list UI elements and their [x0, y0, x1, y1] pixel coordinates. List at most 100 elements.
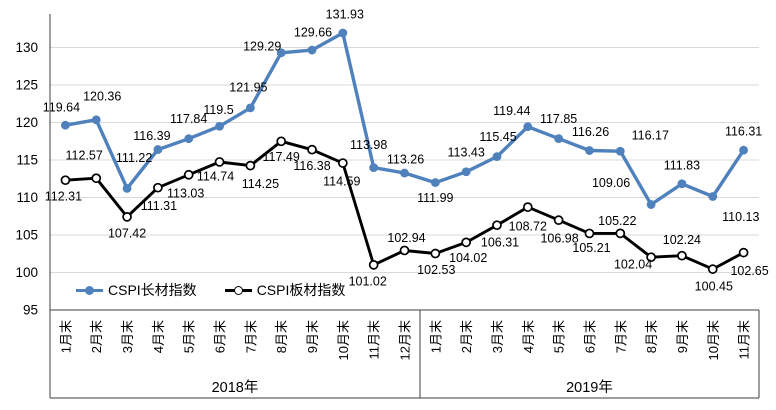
x-axis-month-label: 9月末	[675, 320, 690, 353]
x-axis-month-label: 3月末	[120, 320, 135, 353]
data-value-label-long: 113.43	[448, 145, 485, 159]
data-value-label-long: 116.39	[133, 129, 170, 143]
data-point-plate	[245, 160, 256, 171]
data-point-plate	[615, 228, 626, 239]
data-value-label-plate: 101.02	[349, 274, 387, 288]
x-axis-month-label: 9月末	[305, 320, 320, 353]
data-value-label-plate: 116.38	[293, 159, 330, 173]
data-value-label-plate: 102.65	[730, 264, 768, 278]
x-axis-month-label: 10月末	[336, 320, 351, 360]
data-value-label-plate: 105.21	[572, 241, 610, 255]
x-axis-month-label: 4月末	[151, 320, 166, 353]
data-value-label-long: 131.93	[326, 8, 364, 22]
data-point-plate	[461, 237, 472, 248]
x-axis-month-label: 2月末	[89, 320, 104, 353]
data-point-long	[369, 163, 379, 173]
data-point-plate	[307, 144, 317, 155]
data-point-long	[430, 178, 440, 187]
data-value-label-long: 129.29	[243, 39, 281, 53]
data-point-long	[122, 183, 132, 193]
legend-label-plate: CSPI板材指数	[256, 282, 346, 298]
data-point-long	[61, 120, 70, 130]
data-point-long	[585, 146, 594, 155]
data-point-long	[307, 45, 317, 55]
legend-plate-dot	[233, 285, 243, 295]
data-value-label-plate: 111.31	[141, 199, 177, 213]
data-point-plate	[214, 157, 225, 167]
x-axis-month-label: 1月末	[58, 320, 73, 353]
x-axis-month-label: 5月末	[552, 320, 567, 353]
data-point-plate	[368, 260, 379, 270]
data-point-plate	[492, 220, 502, 231]
data-value-label-plate: 105.22	[598, 214, 636, 228]
data-point-long	[677, 179, 687, 189]
x-axis-month-label: 8月末	[644, 320, 659, 353]
y-axis-tick-label: 115	[16, 153, 38, 168]
data-value-label-plate: 108.72	[509, 220, 547, 234]
data-value-label-long: 116.17	[632, 129, 669, 143]
data-point-long	[245, 103, 255, 113]
y-axis-tick-label: 100	[15, 265, 38, 280]
data-value-label-long: 110.13	[722, 210, 759, 224]
data-point-plate	[707, 264, 718, 274]
data-value-label-long: 115.45	[479, 130, 516, 144]
data-point-plate	[91, 173, 102, 184]
legend: CSPI长材指数 CSPI板材指数	[76, 280, 345, 300]
data-point-long	[646, 200, 656, 209]
data-value-label-plate: 100.45	[695, 280, 733, 294]
x-axis-month-label: 4月末	[521, 320, 536, 353]
x-axis-month-label: 5月末	[182, 320, 197, 353]
x-axis-month-label: 6月末	[213, 320, 228, 353]
x-axis-year-label: 2018年	[212, 379, 259, 396]
y-axis-tick-label: 130	[15, 40, 38, 55]
data-point-plate	[677, 250, 687, 261]
data-value-label-long: 121.95	[229, 80, 267, 94]
data-value-label-plate: 102.94	[387, 231, 425, 245]
data-value-label-plate: 117.49	[263, 150, 300, 164]
y-axis-tick-label: 95	[23, 303, 38, 318]
y-axis-tick-label: 110	[16, 190, 38, 205]
data-point-plate	[276, 136, 287, 147]
legend-item-long: CSPI长材指数	[76, 280, 197, 300]
series-long-line	[63, 31, 746, 207]
data-value-label-plate: 112.31	[45, 190, 82, 204]
data-value-label-long: 120.36	[83, 89, 121, 103]
data-point-long	[184, 134, 194, 144]
data-point-long	[708, 192, 718, 201]
data-value-label-long: 119.44	[493, 104, 530, 118]
x-axis-month-label: 12月末	[398, 320, 413, 360]
x-axis-month-label: 7月末	[243, 320, 258, 353]
y-axis-tick-label: 125	[15, 78, 38, 93]
data-value-label-long: 117.84	[170, 112, 207, 126]
legend-label-long: CSPI长材指数	[108, 282, 197, 298]
data-point-long	[400, 168, 409, 178]
data-point-plate	[553, 215, 564, 225]
data-point-plate	[183, 169, 194, 180]
data-point-long	[523, 122, 533, 132]
data-point-long	[276, 48, 286, 58]
x-axis-month-label: 10月末	[706, 320, 721, 360]
data-point-plate	[584, 228, 595, 239]
data-point-plate	[430, 248, 441, 259]
data-value-label-plate: 114.59	[323, 175, 360, 189]
data-point-plate	[153, 182, 163, 193]
x-axis-month-label: 7月末	[613, 320, 628, 353]
data-point-long	[338, 28, 348, 38]
x-axis-month-label: 1月末	[428, 320, 443, 353]
x-axis-month-label: 11月末	[367, 320, 382, 360]
data-value-label-long: 129.66	[294, 26, 332, 40]
data-point-long	[153, 145, 163, 154]
data-value-label-long: 119.64	[43, 101, 80, 115]
data-point-long	[739, 145, 748, 155]
x-axis-month-label: 11月末	[737, 320, 752, 360]
data-point-plate	[646, 252, 656, 263]
data-value-label-long: 113.26	[387, 153, 424, 167]
data-value-label-long: 119.5	[203, 103, 233, 117]
data-point-plate	[522, 202, 533, 212]
x-axis-year-label: 2019年	[566, 379, 613, 396]
data-point-plate	[60, 175, 71, 186]
data-point-plate	[337, 158, 348, 168]
legend-line-filled-circle-icon	[76, 285, 103, 295]
